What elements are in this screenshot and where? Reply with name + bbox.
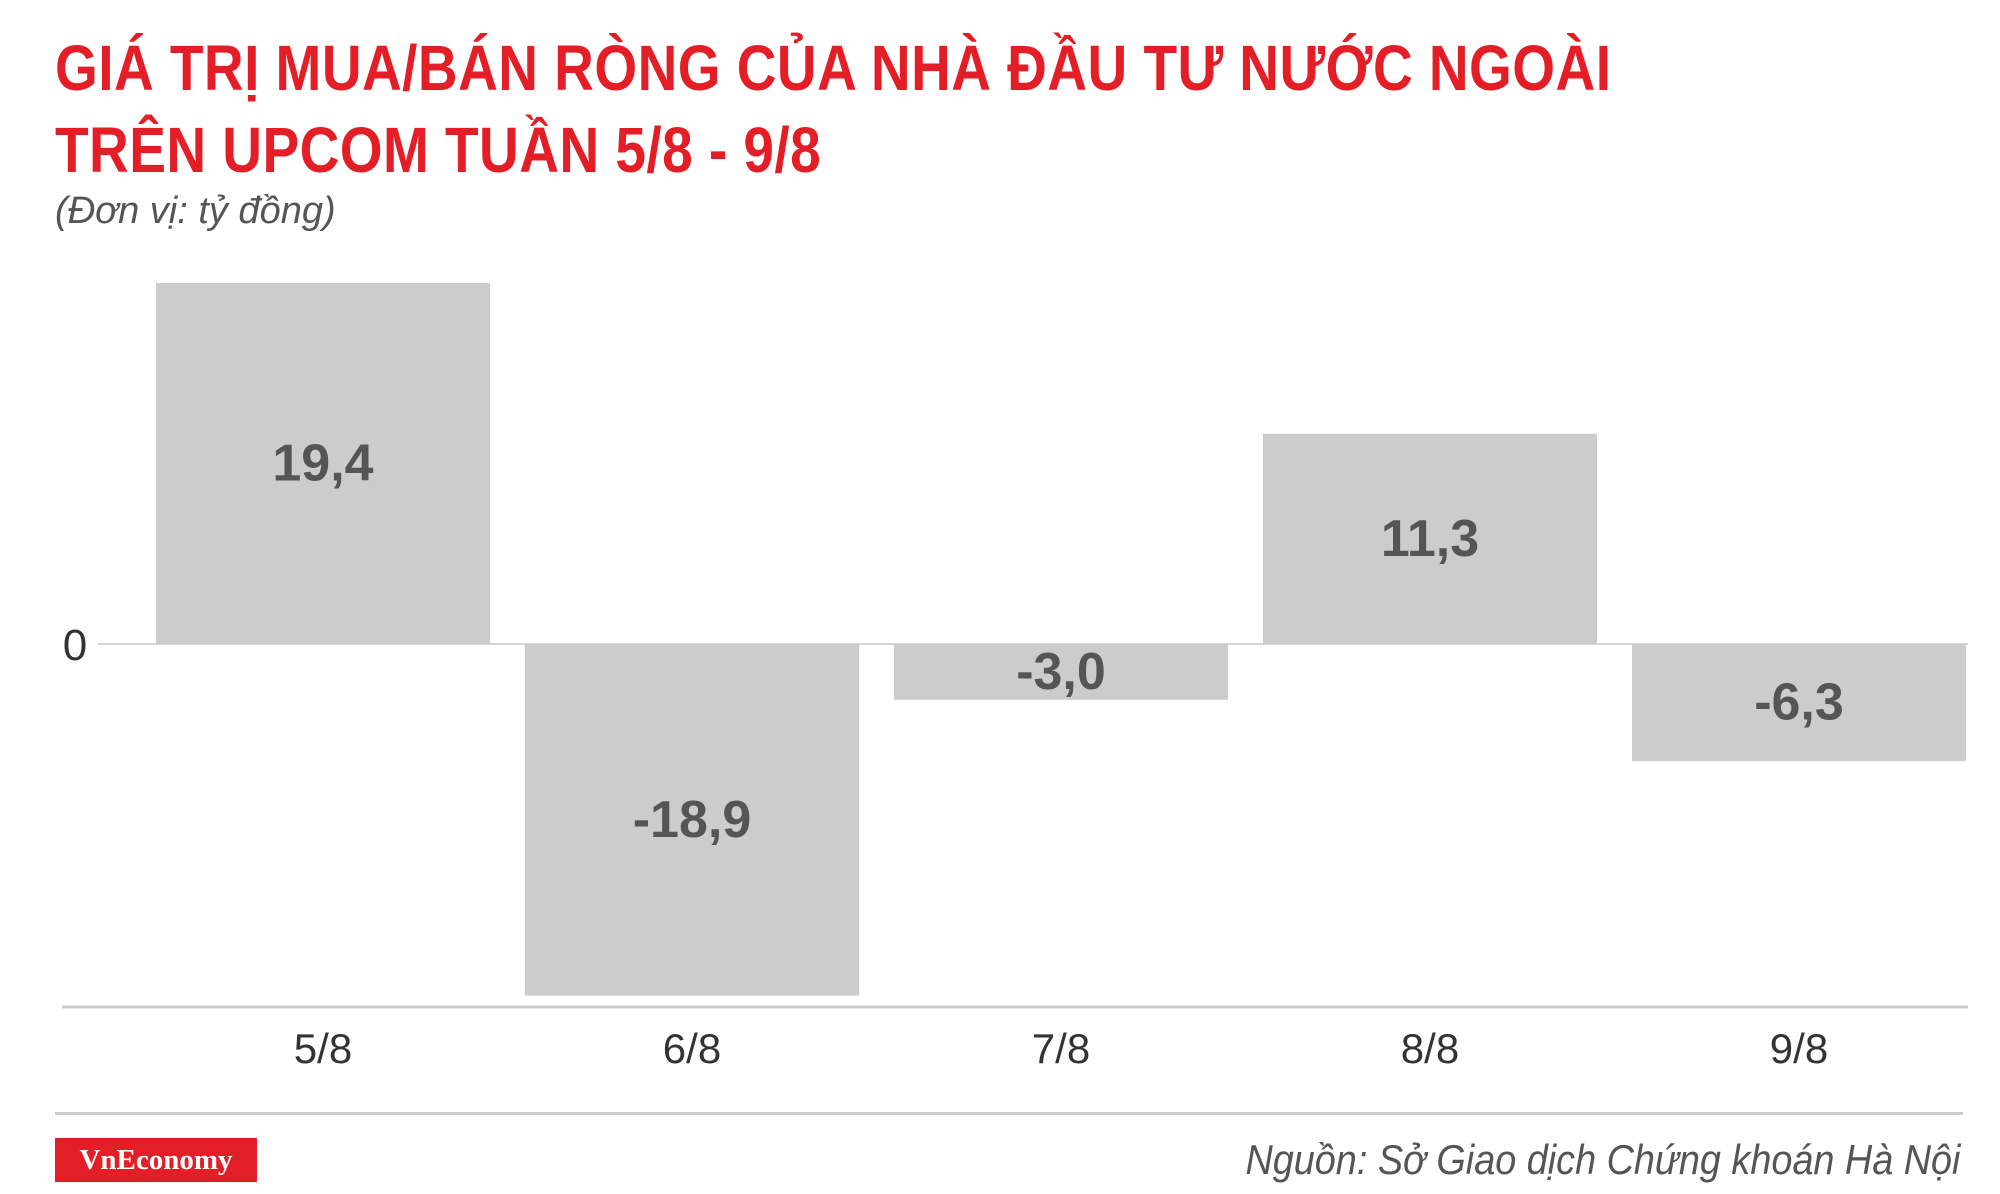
bar-value-label: -18,9 [633, 791, 752, 849]
bar-chart: 0 19,4 5/8 -18,9 6/8 -3,0 7/8 11,3 8/8 -6,3 9/8 [62, 283, 1968, 1072]
x-tick-label: 5/8 [294, 1025, 352, 1072]
bar-9-8 [1632, 644, 1966, 762]
title-line-2: TRÊN UPCOM TUẦN 5/8 - 9/8 [55, 114, 822, 186]
x-tick-label: 7/8 [1032, 1025, 1090, 1072]
zero-tick-label: 0 [63, 621, 87, 670]
x-tick-label: 8/8 [1401, 1025, 1459, 1072]
title-line-1: GIÁ TRỊ MUA/BÁN RÒNG CỦA NHÀ ĐẦU TƯ NƯỚC… [55, 32, 1612, 104]
footer-divider [55, 1112, 1963, 1115]
vneconomy-logo: VnEconomy [55, 1138, 257, 1182]
unit-label: (Đơn vị: tỷ đồng) [55, 190, 336, 232]
bar-7-8 [894, 644, 1228, 700]
bar-value-label: -3,0 [1016, 643, 1106, 701]
bar-8-8 [1263, 433, 1597, 644]
x-tick-label: 9/8 [1770, 1025, 1828, 1072]
bar-value-label: 11,3 [1381, 510, 1479, 568]
x-tick-label: 6/8 [663, 1025, 721, 1072]
bar-value-label: 19,4 [272, 435, 373, 493]
bar-value-label: -6,3 [1754, 674, 1844, 732]
source-note: Nguồn: Sở Giao dịch Chứng khoán Hà Nội [1244, 1136, 1960, 1183]
bar-5-8 [156, 283, 490, 644]
bar-6-8 [525, 644, 859, 996]
